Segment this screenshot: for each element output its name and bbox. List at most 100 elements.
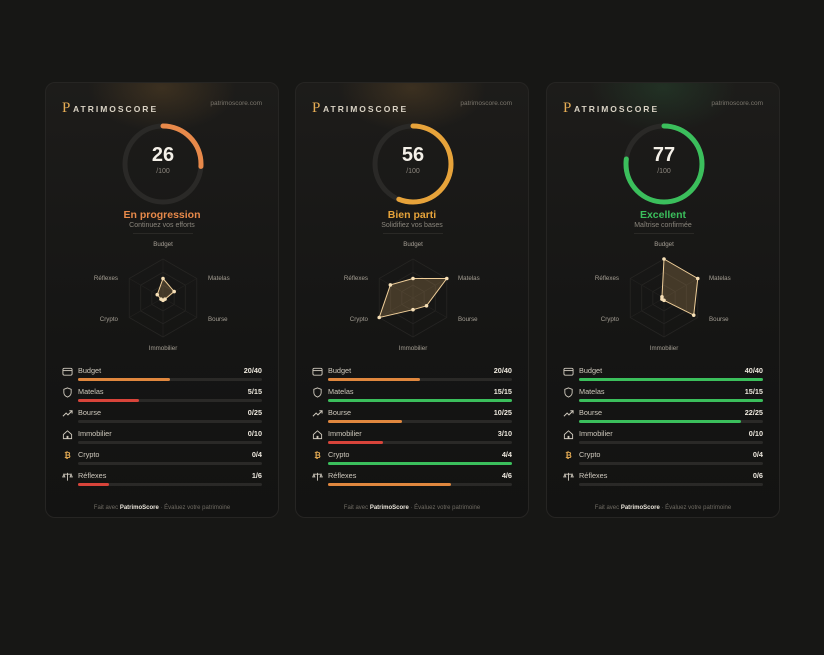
metric-label: Budget bbox=[579, 366, 603, 375]
footer-suffix: · Évaluez votre patrimoine bbox=[160, 505, 231, 511]
metric-value: 0/25 bbox=[247, 408, 262, 417]
radar-axis bbox=[663, 278, 698, 299]
radar-label: Budget bbox=[403, 241, 423, 248]
score-card: P ATRIMOSCORE patrimoscore.com 56 /100 B… bbox=[295, 82, 529, 518]
radar-label: Crypto bbox=[349, 315, 368, 323]
radar-label: Matelas bbox=[208, 274, 230, 282]
radar-label: Réflexes bbox=[594, 274, 619, 282]
metric-list: Budget 20/40 Matelas 5/15 Bourse 0/25 Immobili… bbox=[62, 365, 262, 491]
metric-label: Réflexes bbox=[328, 471, 357, 480]
metric-label: Bourse bbox=[328, 408, 352, 417]
score-arc bbox=[372, 123, 454, 205]
progress-track bbox=[328, 399, 512, 402]
metric-value: 4/4 bbox=[501, 450, 512, 459]
metric-row: Matelas 5/15 bbox=[62, 386, 262, 407]
footer: Fait avec PatrimoScore · Évaluez votre p… bbox=[46, 505, 278, 511]
status-subtitle: Continuez vos efforts bbox=[129, 222, 195, 229]
progress-track bbox=[579, 441, 763, 444]
radar-chart: Budget Matelas Bourse Immobilier Crypto Réfle… bbox=[93, 241, 233, 353]
bitcoin-icon: ₿ bbox=[565, 451, 572, 460]
footer-suffix: · Évaluez votre patrimoine bbox=[661, 505, 732, 511]
progress-track bbox=[579, 420, 763, 423]
radar-point bbox=[691, 313, 696, 317]
radar-chart: Budget Matelas Bourse Immobilier Crypto Réfle… bbox=[343, 241, 483, 353]
score-card: P ATRIMOSCORE patrimoscore.com 77 /100 E… bbox=[546, 82, 780, 518]
radar-axis bbox=[379, 278, 414, 299]
radar-label: Crypto bbox=[600, 315, 619, 323]
status-label: En progression bbox=[123, 209, 201, 221]
metric-label: Crypto bbox=[78, 450, 100, 459]
scale-icon bbox=[312, 471, 323, 482]
radar-label: Immobilier bbox=[398, 345, 428, 352]
progress-track bbox=[78, 399, 262, 402]
score-value: 77 bbox=[652, 144, 676, 166]
metric-row: ₿ Crypto 4/4 bbox=[312, 449, 512, 470]
radar-svg bbox=[377, 258, 449, 338]
metric-row: ₿ Crypto 0/4 bbox=[62, 449, 262, 470]
metric-label: Réflexes bbox=[579, 471, 608, 480]
home-icon bbox=[563, 429, 574, 440]
metric-row: Réflexes 4/6 bbox=[312, 470, 512, 491]
radar-axis bbox=[162, 297, 197, 318]
metric-label: Matelas bbox=[579, 387, 605, 396]
metric-value: 3/10 bbox=[497, 429, 512, 438]
progress-track bbox=[78, 378, 262, 381]
footer-brand: PatrimoScore bbox=[119, 505, 159, 511]
radar-point bbox=[159, 297, 163, 301]
metric-value: 15/15 bbox=[744, 387, 763, 396]
wallet-icon bbox=[563, 366, 574, 377]
progress-track bbox=[579, 462, 763, 465]
radar-shape bbox=[661, 258, 699, 316]
footer-prefix: Fait avec bbox=[594, 505, 620, 511]
radar-point bbox=[411, 307, 415, 312]
radar-axis bbox=[412, 278, 447, 299]
radar-axis bbox=[129, 297, 164, 318]
progress-fill bbox=[78, 399, 140, 402]
metric-label: Réflexes bbox=[78, 471, 107, 480]
brand-mark: P bbox=[312, 100, 321, 116]
status-label: Excellent bbox=[639, 209, 687, 221]
radar-label: Bourse bbox=[208, 315, 228, 323]
score-gauge: 26 /100 bbox=[120, 121, 206, 207]
radar-axis bbox=[162, 278, 197, 299]
progress-fill bbox=[328, 399, 512, 402]
metric-label: Crypto bbox=[328, 450, 350, 459]
metric-label: Immobilier bbox=[328, 429, 362, 438]
radar-label: Immobilier bbox=[649, 345, 679, 352]
progress-track bbox=[328, 378, 512, 381]
progress-track bbox=[328, 483, 512, 486]
metric-row: Bourse 22/25 bbox=[563, 407, 763, 428]
site-url: patrimoscore.com bbox=[460, 100, 512, 107]
progress-track bbox=[328, 441, 512, 444]
metric-row: Réflexes 0/6 bbox=[563, 470, 763, 491]
radar-svg bbox=[128, 258, 198, 338]
brand-logo: P ATRIMOSCORE bbox=[312, 101, 408, 116]
status-label: Bien parti bbox=[387, 209, 437, 221]
shield-icon bbox=[62, 387, 73, 398]
footer-prefix: Fait avec bbox=[343, 505, 369, 511]
metric-label: Budget bbox=[328, 366, 352, 375]
metric-list: Budget 40/40 Matelas 15/15 Bourse 22/25 Immobi… bbox=[563, 365, 763, 491]
metric-value: 22/25 bbox=[744, 408, 763, 417]
metric-row: ₿ Crypto 0/4 bbox=[563, 449, 763, 470]
footer-brand: PatrimoScore bbox=[369, 505, 409, 511]
trend-up-icon bbox=[563, 408, 574, 419]
score-denominator: /100 bbox=[156, 168, 170, 175]
radar-axis bbox=[379, 297, 414, 318]
radar-axis bbox=[630, 278, 665, 299]
metric-value: 0/10 bbox=[247, 429, 262, 438]
metric-value: 0/4 bbox=[251, 450, 262, 459]
score-gauge: 56 /100 bbox=[370, 121, 456, 207]
progress-track bbox=[78, 441, 262, 444]
progress-fill bbox=[579, 399, 763, 402]
site-url: patrimoscore.com bbox=[210, 100, 262, 107]
bitcoin-icon: ₿ bbox=[64, 451, 71, 460]
progress-track bbox=[579, 483, 763, 486]
radar-label: Matelas bbox=[709, 274, 731, 282]
metric-value: 15/15 bbox=[493, 387, 512, 396]
radar-label: Budget bbox=[153, 241, 173, 248]
metric-list: Budget 20/40 Matelas 15/15 Bourse 10/25 Immobi… bbox=[312, 365, 512, 491]
radar-point bbox=[388, 283, 393, 287]
brand-mark: P bbox=[62, 100, 71, 116]
trend-up-icon bbox=[62, 408, 73, 419]
